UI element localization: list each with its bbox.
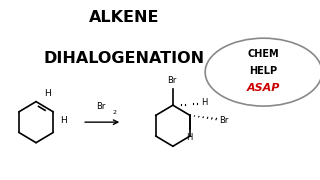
Text: H: H — [186, 133, 192, 142]
Text: ALKENE: ALKENE — [88, 10, 159, 25]
Text: ASAP: ASAP — [247, 83, 280, 93]
Text: Br: Br — [219, 116, 229, 125]
Text: HELP: HELP — [250, 66, 278, 76]
Text: Br: Br — [96, 102, 105, 111]
Text: H: H — [60, 116, 67, 125]
Text: H: H — [44, 89, 51, 98]
Text: CHEM: CHEM — [248, 49, 279, 59]
Text: Br: Br — [167, 76, 176, 85]
Text: H: H — [201, 98, 208, 107]
Text: DIHALOGENATION: DIHALOGENATION — [43, 51, 204, 66]
Text: 2: 2 — [112, 110, 116, 115]
